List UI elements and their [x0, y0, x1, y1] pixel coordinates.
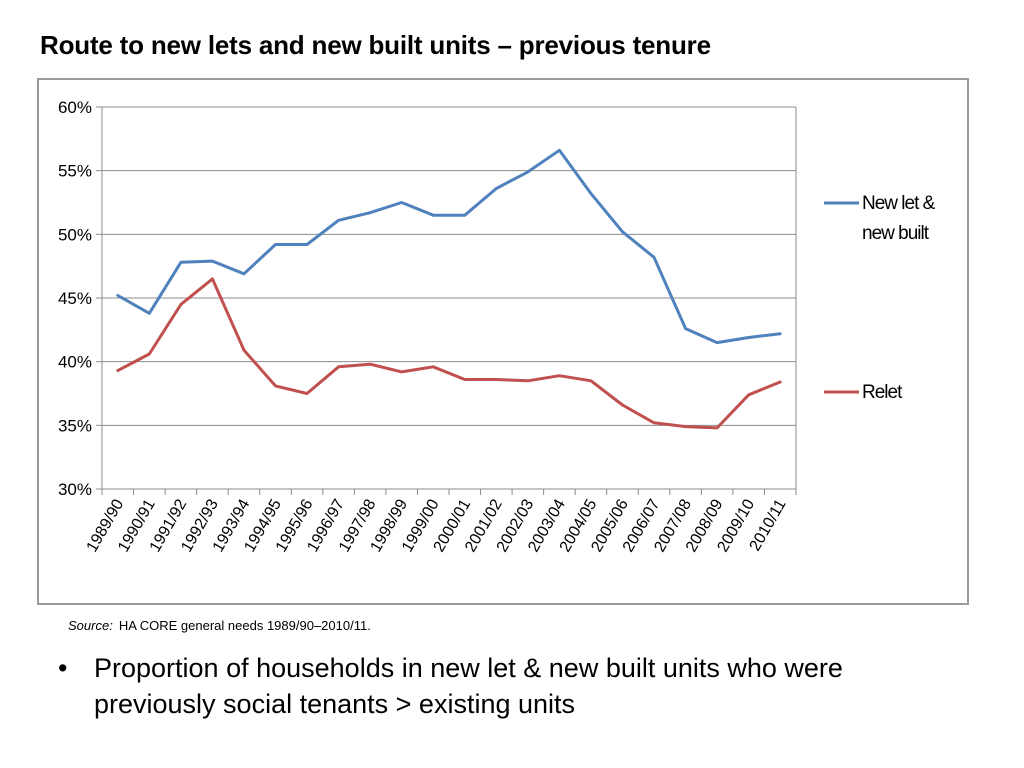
source-label: Source:	[68, 618, 113, 633]
line-chart: 30%35%40%45%50%55%60%1989/901990/911991/…	[39, 80, 967, 603]
bullet-text: Proportion of households in new let & ne…	[94, 650, 958, 722]
y-tick-label: 60%	[58, 98, 92, 117]
source-note: Source: HA CORE general needs 1989/90–201…	[68, 618, 371, 633]
legend-label: New let &	[862, 193, 936, 214]
series-line-relet	[118, 279, 780, 428]
bullet-icon: •	[58, 650, 94, 722]
series-line-new-let	[118, 150, 780, 342]
y-tick-label: 30%	[58, 480, 92, 499]
source-text: HA CORE general needs 1989/90–2010/11.	[119, 618, 371, 633]
y-tick-label: 40%	[58, 353, 92, 372]
bullet-point: • Proportion of households in new let & …	[58, 650, 958, 722]
y-tick-label: 35%	[58, 416, 92, 435]
y-tick-label: 50%	[58, 225, 92, 244]
y-tick-label: 45%	[58, 289, 92, 308]
legend-label: Relet	[862, 382, 903, 403]
chart-frame: 30% 35% 40% 45% 50% 55% 60% 1989/90 1990/91 1991/…	[37, 78, 969, 605]
slide-title: Route to new lets and new built units – …	[40, 30, 711, 61]
legend-label: new built	[862, 223, 930, 244]
y-tick-label: 55%	[58, 162, 92, 181]
